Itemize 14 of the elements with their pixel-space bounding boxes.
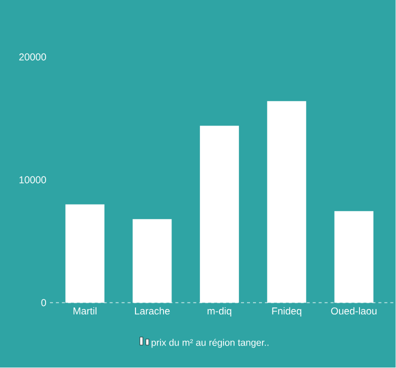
y-tick-label: 20000 (19, 54, 46, 61)
bar (334, 211, 374, 303)
bar (65, 204, 104, 303)
legend-label: prix du m² au région tanger.. (152, 339, 268, 348)
bar (132, 219, 172, 303)
y-tick-label: 0 (41, 299, 46, 306)
y-tick-label: 10000 (20, 176, 46, 184)
bar (267, 101, 306, 303)
x-tick-label: Fnideq (272, 307, 302, 317)
x-tick-label: Oued-laou (331, 307, 376, 315)
x-tick-label: Larache (134, 307, 170, 315)
x-tick-label: m-diq (208, 307, 232, 317)
x-tick-label: Martil (74, 307, 96, 315)
bar (200, 126, 239, 303)
